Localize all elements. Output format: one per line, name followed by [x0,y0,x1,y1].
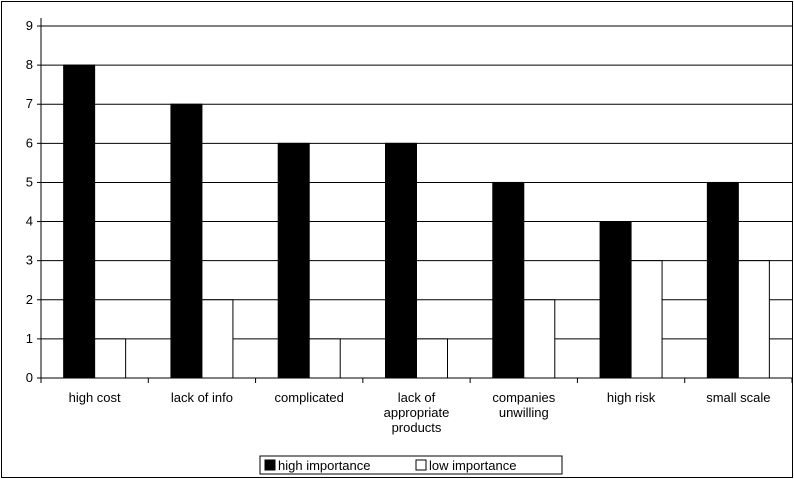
bar-high-importance [706,181,739,379]
legend-swatch-high-importance [264,459,276,471]
x-category-label: small scale [706,390,770,405]
legend: high importance low importance [259,455,563,475]
bar-low-importance [630,260,663,379]
y-tick-label: 4 [26,214,33,229]
y-tick-label: 6 [26,135,33,150]
bar-high-importance [170,103,203,379]
y-tick-label: 3 [26,253,33,268]
bar-high-importance [492,181,525,379]
bar-low-importance [523,299,556,379]
y-tick-labels: 0 1 2 3 4 5 6 7 8 9 [26,18,33,385]
x-category-labels: high cost lack of info complicated lack of a… [69,390,771,435]
bars [63,64,770,379]
y-tick-label: 0 [26,370,33,385]
y-tick-label: 7 [26,96,33,111]
legend-swatch-low-importance [415,459,427,471]
bar-high-importance [385,142,417,379]
x-category-label: lack of appropriate products [384,390,450,435]
bar-low-importance [201,299,234,379]
y-tick-label: 8 [26,57,33,72]
bar-high-importance [599,221,632,379]
legend-box [259,455,563,475]
y-tick-label: 9 [26,18,33,33]
x-category-label: high risk [607,390,656,405]
bar-high-importance [277,142,310,379]
y-tick-label: 2 [26,292,33,307]
legend-label-low-importance: low importance [429,458,516,473]
y-tick-label: 1 [26,331,33,346]
x-category-label: complicated [275,390,344,405]
bar-low-importance [737,260,770,379]
y-tick-label: 5 [26,174,33,189]
bar-low-importance [94,338,127,379]
bar-low-importance [308,338,341,379]
bar-low-importance [416,338,448,379]
x-category-label: lack of info [171,390,233,405]
bar-high-importance [63,64,96,379]
x-category-label: companies unwilling [492,390,555,420]
legend-label-high-importance: high importance [278,458,371,473]
x-category-label: high cost [69,390,121,405]
